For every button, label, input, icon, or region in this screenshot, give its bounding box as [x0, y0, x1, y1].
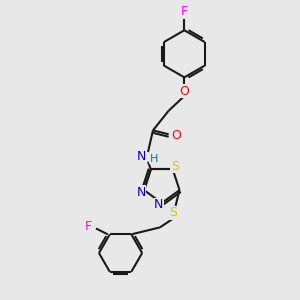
Text: H: H: [150, 154, 158, 164]
Text: S: S: [171, 160, 179, 173]
Text: F: F: [181, 5, 188, 18]
Text: N: N: [154, 199, 164, 212]
Text: F: F: [85, 220, 92, 233]
Text: S: S: [169, 206, 178, 219]
Text: N: N: [136, 150, 146, 164]
Text: O: O: [179, 85, 189, 98]
Text: N: N: [136, 186, 146, 199]
Text: O: O: [172, 129, 182, 142]
